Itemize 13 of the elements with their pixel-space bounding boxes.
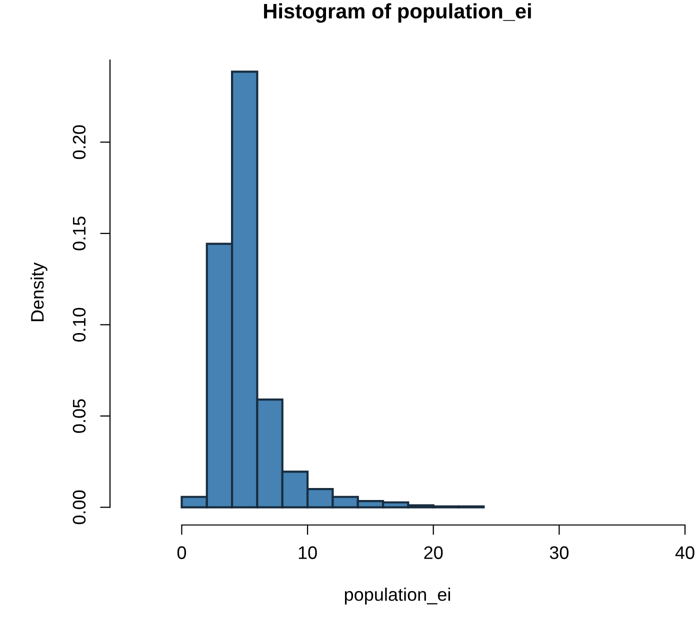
x-tick-label: 10: [298, 546, 317, 560]
y-tick-label: 0.10: [72, 308, 86, 342]
x-tick-label: 20: [424, 546, 443, 560]
y-tick-label: 0.00: [72, 490, 86, 524]
x-tick-label: 0: [177, 546, 186, 560]
y-axis-title: Density: [30, 262, 48, 322]
x-axis-title: population_ei: [344, 588, 450, 604]
y-tick-label: 0.05: [72, 399, 86, 433]
x-tick-label: 40: [675, 546, 694, 560]
y-tick-label: 0.20: [72, 125, 86, 160]
y-tick-label: 0.15: [72, 216, 86, 250]
chart-title: Histogram of population_ei: [264, 3, 531, 23]
x-tick-label: 30: [550, 546, 569, 560]
